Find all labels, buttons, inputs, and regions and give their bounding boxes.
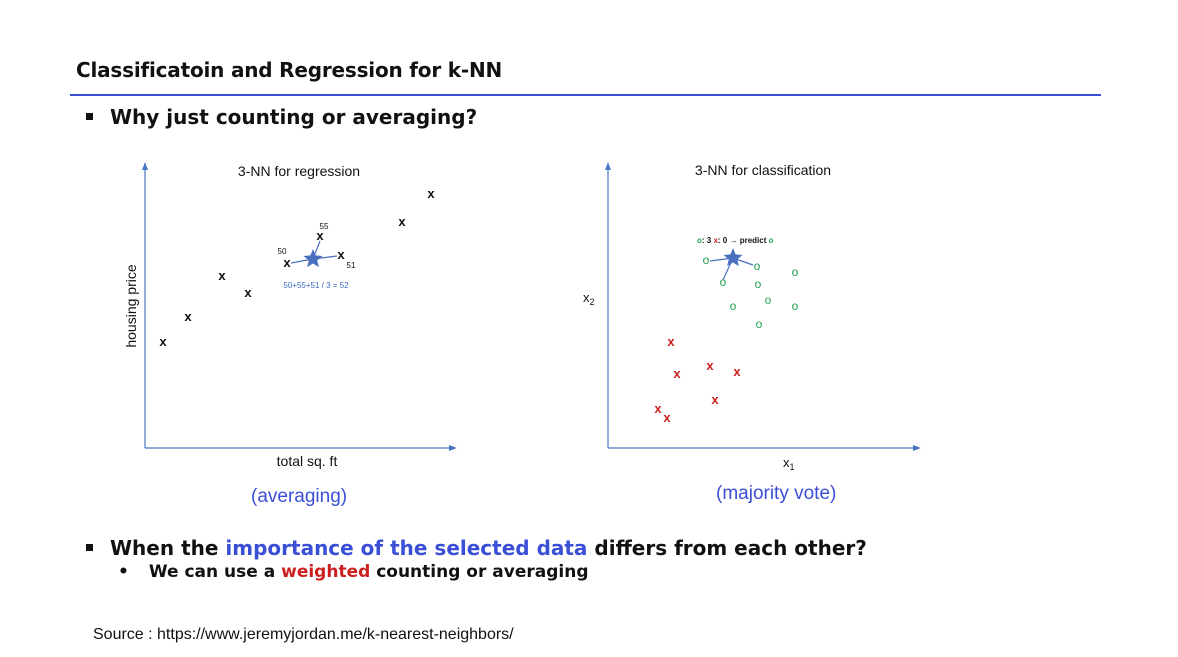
- data-point: x: [283, 255, 291, 270]
- query-star-icon: [304, 249, 323, 267]
- classification-plot: 3-NN for classification x1 x2 o: 3 x: 0 …: [583, 162, 921, 472]
- regression-points: x x x x x x x x x: [159, 186, 435, 349]
- data-point: o: [730, 299, 737, 313]
- arrow-right-icon: [449, 445, 457, 451]
- regression-title: 3-NN for regression: [238, 163, 360, 179]
- neighbor-value-label: 50: [278, 247, 287, 256]
- bullet-2-pre: When the: [110, 536, 225, 560]
- regression-x-label: total sq. ft: [277, 453, 338, 469]
- sub-bullet: • We can use a weighted counting or avera…: [118, 562, 589, 582]
- sub-bullet-pre: We can use a: [149, 562, 281, 582]
- data-point: x: [667, 334, 675, 349]
- query-star-icon: [724, 248, 743, 266]
- source-citation: Source : https://www.jeremyjordan.me/k-n…: [93, 626, 514, 644]
- data-point: x: [427, 186, 435, 201]
- data-point: x: [711, 392, 719, 407]
- data-point: x: [706, 358, 714, 373]
- data-point: o: [765, 293, 772, 307]
- bullet-2-post: differs from each other?: [587, 536, 866, 560]
- regression-plot: 3-NN for regression total sq. ft housing…: [123, 162, 457, 469]
- classification-caption: (majority vote): [716, 483, 836, 505]
- arrow-up-icon: [605, 162, 611, 170]
- sub-bullet-highlight: weighted: [281, 562, 370, 582]
- data-point: o: [754, 259, 761, 273]
- regression-caption: (averaging): [251, 486, 347, 508]
- classification-x-label: x1: [783, 455, 795, 472]
- average-formula: 50+55+51 / 3 = 52: [283, 281, 349, 290]
- square-bullet-icon: [86, 544, 93, 551]
- sub-bullet-post: counting or averaging: [370, 562, 588, 582]
- arrow-up-icon: [142, 162, 148, 170]
- bullet-2: When the importance of the selected data…: [86, 536, 867, 560]
- data-point: x: [654, 401, 662, 416]
- bullet-2-highlight: importance of the selected data: [225, 536, 587, 560]
- data-point: x: [673, 366, 681, 381]
- data-point: x: [218, 268, 226, 283]
- data-point: o: [703, 253, 710, 267]
- classification-y-label: x2: [583, 290, 595, 307]
- data-point: o: [755, 277, 762, 291]
- regression-y-label: housing price: [123, 264, 139, 347]
- data-point: x: [398, 214, 406, 229]
- classification-title: 3-NN for classification: [695, 162, 831, 178]
- data-point: o: [756, 317, 763, 331]
- arrow-right-icon: [913, 445, 921, 451]
- red-class-points: x x x x x x x: [654, 334, 741, 425]
- data-point: o: [792, 299, 799, 313]
- data-point: x: [244, 285, 252, 300]
- data-point: x: [159, 334, 167, 349]
- dot-bullet-icon: •: [118, 562, 129, 582]
- data-point: o: [792, 265, 799, 279]
- neighbor-value-label: 51: [347, 261, 356, 270]
- neighbor-value-label: 55: [320, 222, 329, 231]
- vote-tally: o: 3 x: 0 → predict o: [697, 236, 774, 245]
- data-point: o: [720, 275, 727, 289]
- data-point: x: [663, 410, 671, 425]
- data-point: x: [733, 364, 741, 379]
- data-point: x: [184, 309, 192, 324]
- data-point: x: [337, 247, 345, 262]
